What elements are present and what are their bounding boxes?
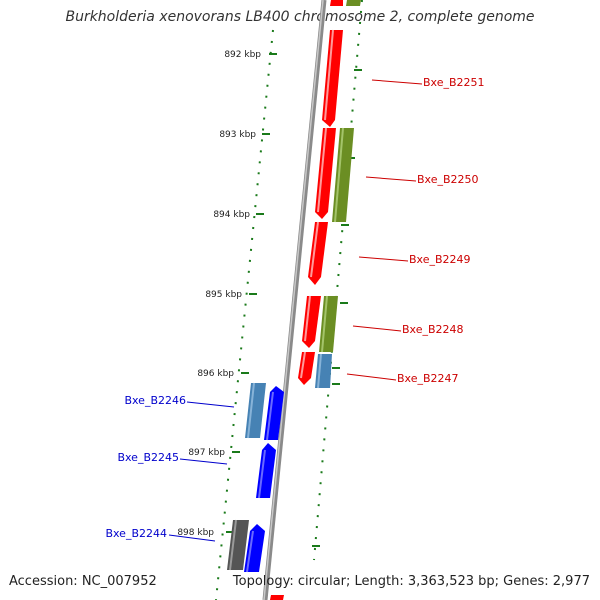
gene-label-bxe-b2249[interactable]: Bxe_B2249 — [409, 253, 471, 266]
gene-block-bxe-b2249[interactable] — [308, 222, 328, 285]
scale-label-897: 897 kbp — [188, 448, 225, 458]
scale-ticks — [226, 53, 277, 533]
gene-label-bxe-b2250[interactable]: Bxe_B2250 — [417, 173, 479, 186]
inner-dotted-track — [215, 29, 274, 600]
gene-label-bxe-b2246[interactable]: Bxe_B2246 — [124, 394, 186, 407]
gene-block-bxe-b2245[interactable] — [256, 443, 276, 498]
scale-label-898: 898 kbp — [177, 528, 214, 538]
scale-label-892: 892 kbp — [224, 50, 261, 60]
backbone-line — [262, 0, 327, 600]
gene-block-bxe-b2247[interactable] — [298, 352, 315, 385]
map-title: Burkholderia xenovorans LB400 chromosome… — [65, 9, 535, 25]
backbone-highlight — [263, 0, 324, 600]
gene-block-bxe-b2248[interactable] — [302, 296, 321, 348]
reverse-cds-track — [227, 382, 284, 573]
gene-block-top-red[interactable] — [330, 0, 343, 6]
gene-label-bxe-b2248[interactable]: Bxe_B2248 — [402, 323, 464, 336]
gene-label-bxe-b2245[interactable]: Bxe_B2245 — [117, 451, 179, 464]
gene-label-bxe-b2251[interactable]: Bxe_B2251 — [423, 76, 485, 89]
outer-ticks — [312, 69, 362, 547]
red-cds-track — [270, 0, 343, 600]
gene-label-bxe-b2247[interactable]: Bxe_B2247 — [397, 372, 459, 385]
topology-info: Topology: circular; Length: 3,363,523 bp… — [232, 574, 590, 589]
scale-label-893: 893 kbp — [219, 130, 256, 140]
label-leaders — [168, 79, 423, 542]
olive-feature-top[interactable] — [346, 0, 361, 6]
scale-label-895: 895 kbp — [205, 290, 242, 300]
accession-info: Accession: NC_007952 — [9, 574, 157, 589]
scale-label-896: 896 kbp — [197, 369, 234, 379]
scale-label-894: 894 kbp — [213, 210, 250, 220]
gene-block-bottom[interactable] — [270, 595, 284, 600]
secondary-feature-track — [315, 0, 361, 389]
gene-label-bxe-b2244[interactable]: Bxe_B2244 — [105, 527, 167, 540]
